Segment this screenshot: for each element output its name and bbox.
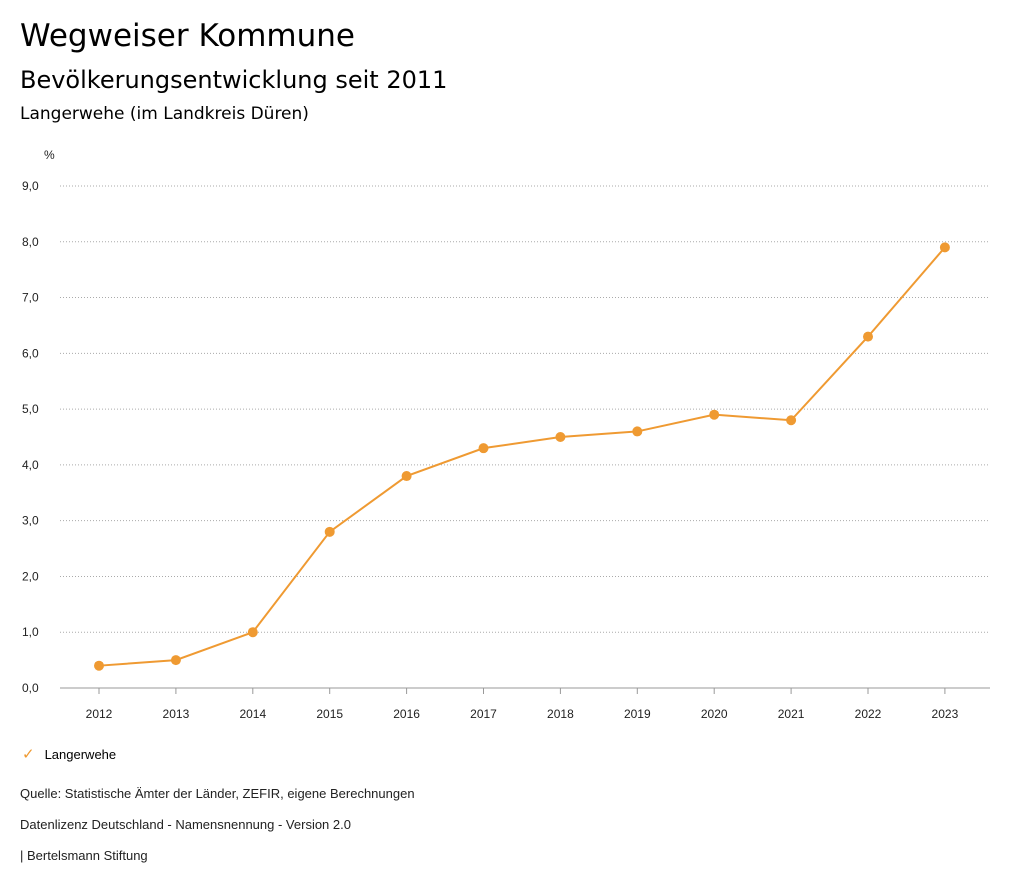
x-tick-label: 2012 — [86, 707, 113, 721]
y-tick-label: 2,0 — [22, 569, 39, 583]
line-chart: % 0,0 1,0 2,0 3,0 4,0 5,0 6,0 7,0 8,0 9,0 2012 2013… — [22, 148, 990, 721]
data-point[interactable] — [863, 331, 873, 342]
y-tick-label: 7,0 — [22, 291, 39, 305]
y-tick-label: 4,0 — [22, 458, 39, 472]
data-point[interactable] — [939, 242, 950, 253]
data-point[interactable] — [555, 432, 566, 442]
x-tick-label: 2022 — [855, 707, 882, 721]
y-tick-label: 1,0 — [22, 625, 39, 639]
x-tick-label: 2023 — [932, 707, 959, 721]
y-tick-label: 0,0 — [22, 681, 39, 695]
region-label: Langerwehe (im Landkreis Düren) — [20, 104, 309, 124]
data-point[interactable] — [786, 415, 797, 426]
x-tick-label: 2014 — [239, 707, 266, 721]
page-title: Wegweiser Kommune — [20, 18, 355, 54]
data-point[interactable] — [94, 660, 104, 671]
y-tick-label: 8,0 — [22, 235, 39, 249]
data-point[interactable] — [170, 655, 181, 666]
legend-item-langerwehe[interactable]: ✓ Langerwehe — [22, 745, 116, 763]
x-tick-label: 2017 — [470, 707, 497, 721]
x-tick-label: 2020 — [701, 707, 728, 721]
legend-label: Langerwehe — [44, 746, 117, 762]
data-point[interactable] — [324, 526, 335, 537]
data-point[interactable] — [632, 426, 643, 437]
license-note: Datenlizenz Deutschland - Namensnennung … — [20, 817, 351, 832]
data-point[interactable] — [247, 627, 258, 638]
x-tick-label: 2019 — [624, 707, 651, 721]
x-tick-label: 2021 — [778, 707, 805, 721]
x-tick-label: 2013 — [163, 707, 190, 721]
x-tick-label: 2018 — [547, 707, 574, 721]
y-tick-label: 6,0 — [22, 346, 39, 360]
data-point[interactable] — [709, 409, 720, 420]
data-point[interactable] — [401, 471, 412, 482]
y-tick-label: 3,0 — [22, 514, 39, 528]
x-tick-label: 2015 — [316, 707, 343, 721]
y-axis-label: % — [44, 148, 55, 162]
x-tick-label: 2016 — [393, 707, 420, 721]
y-tick-label: 9,0 — [22, 179, 39, 193]
y-tick-label: 5,0 — [22, 402, 39, 416]
data-point[interactable] — [478, 443, 489, 454]
chart-subtitle: Bevölkerungsentwicklung seit 2011 — [20, 66, 448, 94]
source-note: Quelle: Statistische Ämter der Länder, Z… — [20, 786, 415, 801]
check-icon: ✓ — [22, 746, 35, 763]
series-line — [98, 246, 946, 667]
publisher-note: | Bertelsmann Stiftung — [20, 848, 148, 863]
